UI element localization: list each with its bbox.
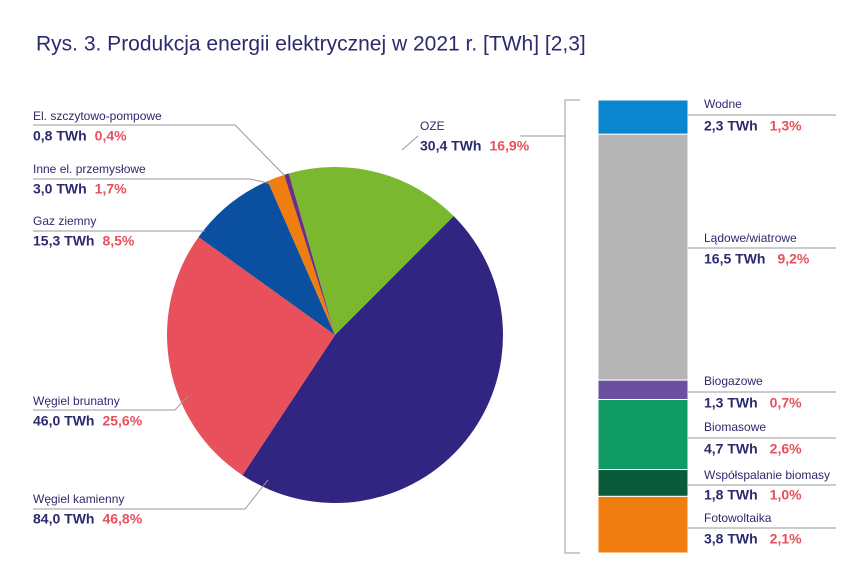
percent-label: 1,3%	[770, 118, 802, 134]
pie-slice	[166, 236, 335, 476]
category-label: Inne el. przemysłowe	[33, 162, 146, 176]
value-label: 1,3 TWh	[704, 395, 758, 411]
bar-segment	[597, 379, 689, 401]
percent-label: 0,4%	[95, 128, 127, 144]
leader-line	[33, 178, 273, 185]
percent-label: 25,6%	[102, 413, 142, 429]
bar-segment	[597, 399, 689, 471]
percent-label: 46,8%	[102, 511, 142, 527]
bracket	[520, 99, 580, 554]
value-label: 2,3 TWh	[704, 118, 758, 134]
category-label: Biomasowe	[704, 420, 766, 434]
value-label: 4,7 TWh	[704, 441, 758, 457]
bar-segment	[597, 99, 689, 135]
pie-slice	[267, 174, 335, 335]
value-label: 46,0 TWh	[33, 413, 94, 429]
category-label: Fotowoltaika	[704, 511, 772, 525]
pie-slice	[284, 173, 335, 335]
category-label: El. szczytowo-pompowe	[33, 109, 162, 123]
chart-title: Rys. 3. Produkcja energii elektrycznej w…	[36, 33, 586, 56]
percent-label: 0,7%	[770, 395, 802, 411]
pie-slice	[242, 216, 504, 504]
value-label: 84,0 TWh	[33, 511, 94, 527]
percent-label: 9,2%	[777, 251, 809, 267]
percent-label: 2,6%	[770, 441, 802, 457]
pie-slice	[198, 181, 335, 335]
leader-line	[401, 135, 419, 151]
bar-segment	[597, 495, 689, 554]
value-label: 1,8 TWh	[704, 487, 758, 503]
category-label: Węgiel brunatny	[33, 394, 120, 408]
value-label: 0,8 TWh	[33, 128, 87, 144]
percent-label: 2,1%	[770, 531, 802, 547]
percent-label: 16,9%	[489, 138, 529, 154]
percent-label: 1,7%	[95, 181, 127, 197]
value-label: 15,3 TWh	[33, 233, 94, 249]
percent-label: 8,5%	[102, 233, 134, 249]
category-label: Lądowe/wiatrowe	[704, 231, 797, 245]
category-label: Współspalanie biomasy	[704, 468, 830, 482]
leader-line	[33, 124, 286, 177]
category-label: Wodne	[704, 97, 742, 111]
value-label: 16,5 TWh	[704, 251, 765, 267]
value-label: 30,4 TWh	[420, 138, 481, 154]
bar-segment	[597, 469, 689, 497]
value-label: 3,8 TWh	[704, 531, 758, 547]
percent-label: 1,0%	[770, 487, 802, 503]
pie-slice	[288, 167, 454, 335]
category-label: OZE	[420, 119, 445, 133]
leader-line	[33, 479, 269, 510]
leader-line	[33, 395, 189, 411]
category-label: Gaz ziemny	[33, 214, 96, 228]
category-label: Węgiel kamienny	[33, 492, 124, 506]
value-label: 3,0 TWh	[33, 181, 87, 197]
category-label: Biogazowe	[704, 374, 763, 388]
bar-segment	[597, 133, 689, 381]
